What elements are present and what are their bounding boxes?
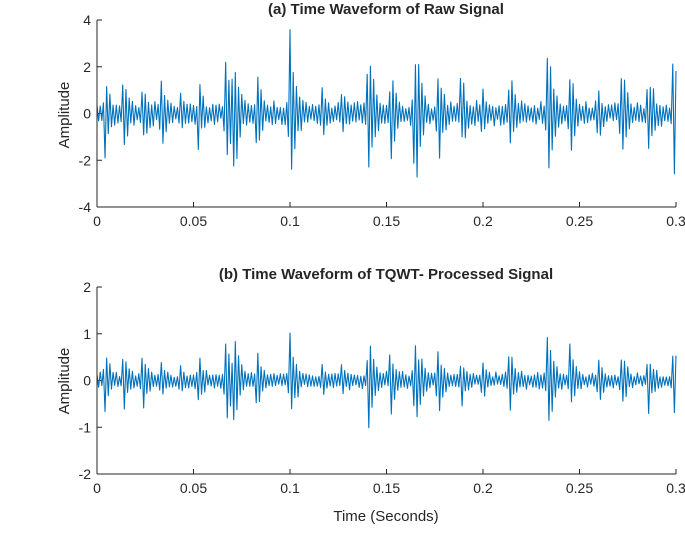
x-tick-label: 0.05 — [180, 480, 207, 496]
y-tick-label: -4 — [79, 199, 92, 215]
y-tick-label: -2 — [79, 466, 92, 482]
x-tick-label: 0.3 — [666, 213, 685, 229]
y-tick-label: 0 — [83, 106, 91, 122]
y-axis-label: Amplitude — [56, 348, 73, 415]
signal-line — [96, 29, 677, 178]
chart-panel-processed-signal: (b) Time Waveform of TQWT- Processed Sig… — [56, 266, 685, 525]
y-axis-label: Amplitude — [56, 82, 73, 149]
chart-title: (a) Time Waveform of Raw Signal — [268, 1, 504, 18]
signal-line — [96, 332, 677, 429]
x-tick-label: 0.25 — [566, 213, 593, 229]
axes — [96, 287, 676, 475]
y-tick-label: 0 — [83, 373, 91, 389]
y-tick-label: 4 — [83, 12, 91, 28]
x-tick-label: 0.15 — [373, 213, 400, 229]
tick-group: 0 0.05 0.1 0.15 0.2 0.25 0.3 -2 -1 0 1 2 — [79, 279, 685, 496]
y-tick-label: -1 — [79, 419, 92, 435]
chart-panel-raw-signal: (a) Time Waveform of Raw Signal Amplitud… — [56, 1, 685, 229]
x-tick-label: 0 — [93, 213, 101, 229]
x-tick-label: 0 — [93, 480, 101, 496]
y-tick-label: -2 — [79, 152, 92, 168]
x-tick-label: 0.25 — [566, 480, 593, 496]
series-layer — [96, 332, 677, 429]
y-tick-label: 2 — [83, 59, 91, 75]
x-tick-label: 0.05 — [180, 213, 207, 229]
x-tick-label: 0.2 — [473, 480, 493, 496]
series-layer — [96, 29, 677, 178]
y-tick-label: 2 — [83, 279, 91, 295]
x-axis-label: Time (Seconds) — [333, 508, 438, 525]
x-tick-label: 0.3 — [666, 480, 685, 496]
x-tick-label: 0.1 — [280, 213, 300, 229]
x-tick-label: 0.15 — [373, 480, 400, 496]
axes — [96, 20, 676, 208]
chart-title: (b) Time Waveform of TQWT- Processed Sig… — [219, 266, 553, 283]
x-tick-label: 0.2 — [473, 213, 493, 229]
x-tick-label: 0.1 — [280, 480, 300, 496]
y-tick-label: 1 — [83, 326, 91, 342]
